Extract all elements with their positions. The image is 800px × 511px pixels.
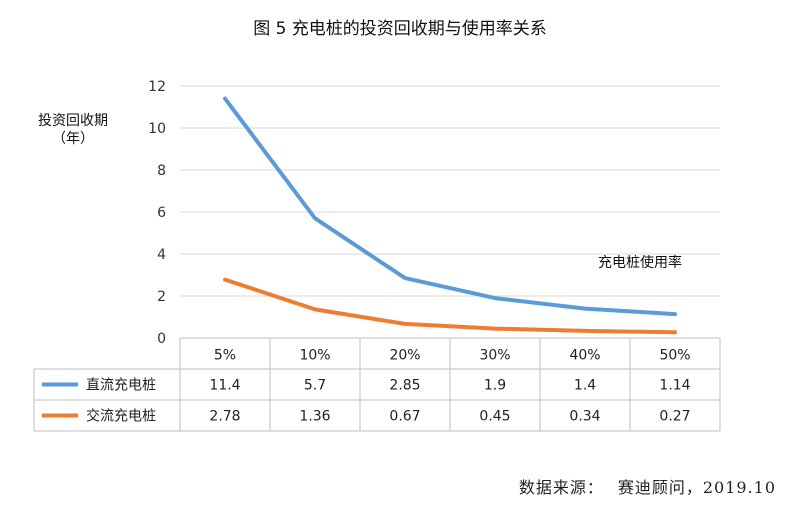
y-tick-label: 8 [157,163,166,179]
y-axis-label-line1: 投资回收期 [38,113,108,129]
data-value-label: 5.7 [304,378,326,394]
chart-title: 图 5 充电桩的投资回收期与使用率关系 [253,19,547,39]
x-tick-label: 30% [479,348,510,364]
y-tick-label: 10 [148,121,166,137]
data-value-label: 1.36 [299,409,330,425]
y-tick-label: 6 [157,205,166,221]
series-line-1 [223,277,677,335]
y-tick-labels: 0 2 4 6 8 10 12 [148,79,166,347]
y-tick-label: 12 [148,79,166,95]
x-tick-label: 10% [299,348,330,364]
y-axis-label-line2: （年） [52,131,94,147]
legend-label: 直流充电桩 [86,377,156,394]
data-value-label: 11.4 [209,378,240,394]
data-value-label: 2.78 [209,409,240,425]
data-value-label: 0.67 [389,409,420,425]
source-label: 数据来源： [518,478,604,497]
x-tick-label: 5% [214,348,236,364]
source-note: 数据来源： 赛迪顾问，2019.10 [519,474,776,498]
data-value-label: 2.85 [389,378,420,394]
x-tick-label: 40% [569,348,600,364]
data-value-label: 1.14 [659,378,690,394]
x-tick-label: 50% [659,348,690,364]
y-tick-label: 0 [157,331,166,347]
legend-label: 交流充电桩 [86,408,156,425]
y-tick-label: 2 [157,289,166,305]
series-lines [223,96,677,335]
data-value-label: 1.4 [574,378,596,394]
x-axis-label: 充电桩使用率 [598,255,682,271]
data-table: 5% 10% 20% 30% 40% 50% 直流充电桩 11.4 5.7 2.85 1.9 1.4 1… [33,337,721,432]
x-tick-label: 20% [389,348,420,364]
data-value-label: 0.34 [569,409,600,425]
data-value-label: 1.9 [484,378,506,394]
data-value-label: 0.45 [479,409,510,425]
y-tick-label: 4 [157,247,166,263]
series-line-0 [223,96,677,317]
gridlines [180,85,720,297]
source-value: 赛迪顾问，2019.10 [617,478,776,497]
y-axis-label: 投资回收期 （年） [18,112,128,148]
data-value-label: 0.27 [659,409,690,425]
